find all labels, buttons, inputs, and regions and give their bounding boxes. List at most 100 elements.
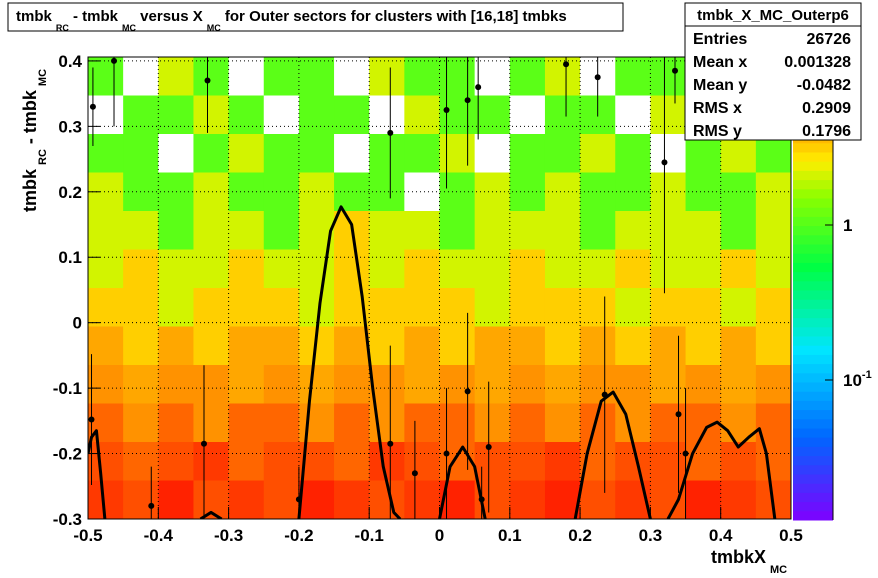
- cell: [474, 442, 511, 481]
- cell: [685, 249, 722, 289]
- palette-band: [793, 474, 833, 484]
- cell: [720, 288, 757, 327]
- cell: [298, 480, 335, 520]
- text-part: tmbk: [20, 168, 40, 212]
- palette-band: [793, 198, 833, 208]
- marker: [411, 470, 418, 477]
- cell: [158, 326, 194, 366]
- cell: [123, 442, 159, 481]
- cell: [509, 95, 546, 135]
- marker: [478, 496, 485, 503]
- cell: [404, 442, 440, 481]
- palette-band: [793, 142, 833, 153]
- palette-band: [793, 262, 833, 273]
- subscript: MC: [122, 23, 136, 33]
- cell: [228, 134, 265, 173]
- cell: [685, 326, 722, 366]
- cell: [193, 442, 230, 481]
- palette-band: [793, 225, 833, 236]
- cell: [404, 134, 440, 173]
- cell: [474, 95, 511, 135]
- marker: [443, 450, 450, 457]
- cell: [509, 288, 546, 327]
- cell: [123, 403, 159, 443]
- cell: [650, 134, 687, 173]
- fit-curve: [666, 420, 777, 519]
- palette-band: [793, 161, 833, 171]
- cell: [720, 211, 757, 250]
- cell: [123, 365, 159, 404]
- palette-band: [793, 179, 833, 190]
- profile-point: [672, 57, 679, 104]
- x-tick-label: -0.2: [284, 526, 313, 545]
- x-tick-label: -0.4: [144, 526, 174, 545]
- cell: [298, 403, 335, 443]
- palette-band: [793, 290, 833, 300]
- cell: [685, 211, 722, 250]
- cell: [88, 326, 124, 366]
- text-part: tmbk: [16, 8, 52, 25]
- cell: [580, 211, 616, 250]
- z-tick-text: 10: [843, 371, 862, 390]
- profile-point: [661, 57, 668, 294]
- profile-point: [387, 345, 394, 519]
- palette-band: [793, 280, 833, 291]
- palette-band: [793, 391, 833, 401]
- cell: [509, 326, 546, 366]
- stats-value: 0.001328: [784, 54, 851, 71]
- fit-curve: [297, 205, 402, 519]
- cell: [228, 326, 265, 366]
- cell: [228, 172, 265, 212]
- cell: [720, 172, 757, 212]
- profile-point: [88, 354, 95, 485]
- palette-band: [793, 308, 833, 319]
- cell: [720, 326, 757, 366]
- text-part: versus X: [136, 8, 203, 25]
- text-part: - tmbk: [20, 89, 40, 149]
- cell: [544, 442, 581, 481]
- cell: [544, 403, 581, 443]
- cell: [158, 95, 194, 135]
- cell: [650, 326, 687, 366]
- palette-band: [793, 455, 833, 466]
- cell: [369, 326, 405, 366]
- profile-point: [443, 388, 450, 519]
- cell: [334, 249, 370, 289]
- profile-point: [89, 67, 96, 146]
- y-tick-label: -0.1: [53, 379, 82, 398]
- palette-band: [793, 336, 833, 346]
- cell: [615, 57, 651, 96]
- cell: [544, 211, 581, 250]
- cell: [298, 57, 335, 96]
- cell: [580, 288, 616, 327]
- cell: [123, 95, 159, 135]
- profile-point: [601, 296, 608, 493]
- marker: [475, 84, 482, 91]
- cell: [88, 134, 124, 173]
- cell: [720, 249, 757, 289]
- cell: [193, 288, 230, 327]
- cell: [193, 365, 230, 404]
- palette-band: [793, 271, 833, 282]
- subscript: MC: [770, 564, 787, 576]
- palette-band: [793, 428, 833, 438]
- cell: [123, 249, 159, 289]
- y-tick-label: 0.4: [58, 52, 82, 71]
- cell: [615, 211, 651, 250]
- cell: [369, 95, 405, 135]
- palette-band: [793, 207, 833, 217]
- cell: [509, 480, 546, 520]
- marker: [661, 159, 668, 166]
- palette-band: [793, 409, 833, 420]
- cell: [509, 172, 546, 212]
- cell: [193, 134, 230, 173]
- cell: [439, 365, 476, 404]
- cell: [544, 172, 581, 212]
- cell: [193, 172, 230, 212]
- cell: [88, 365, 124, 404]
- cell: [580, 326, 616, 366]
- cell: [474, 288, 511, 327]
- cell: [685, 480, 722, 520]
- cell: [88, 442, 124, 481]
